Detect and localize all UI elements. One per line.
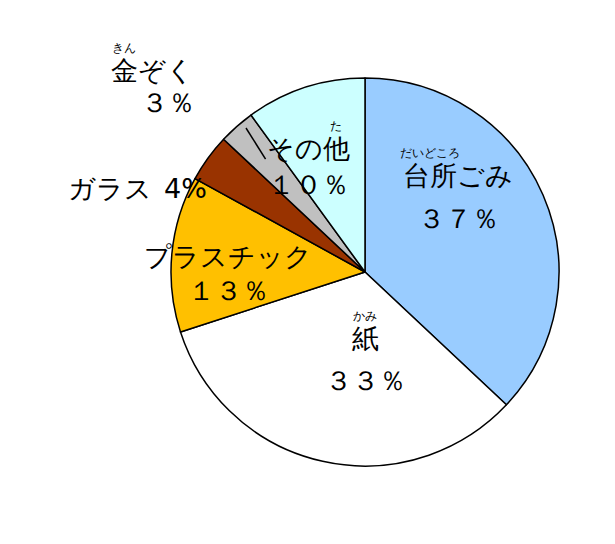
category-label: 紙	[352, 323, 379, 354]
furigana: かみ	[353, 309, 377, 323]
chart: 台所ごみ ３７％ 紙 ３３％ プラスチック１３％ ガラス 4% 金ぞく３％ その他 １０％ だいどこ…	[0, 0, 615, 544]
labels: 台所ごみ ３７％ 紙 ３３％ プラスチック１３％ ガラス 4% 金ぞく３％ その他 １０％ だいどこ…	[68, 41, 513, 396]
value-label: ３％	[141, 87, 195, 118]
value-label: 4%	[164, 173, 207, 204]
value-label: １３％	[188, 275, 269, 306]
category-label: 台所ごみ	[403, 160, 513, 191]
value-label: ３７％	[418, 203, 499, 234]
category-label: プラスチック	[144, 241, 312, 272]
value-label: ３３％	[325, 365, 406, 396]
category-label: その他	[267, 133, 350, 164]
leader-line	[246, 128, 266, 159]
category-label: 金ぞく	[111, 55, 194, 86]
furigana: だいどころ	[400, 146, 460, 160]
category-label: ガラス	[68, 173, 152, 204]
value-label: １０％	[268, 169, 349, 200]
furigana: た	[330, 119, 342, 133]
pie-slice	[180, 272, 506, 466]
furigana: きん	[112, 41, 136, 55]
